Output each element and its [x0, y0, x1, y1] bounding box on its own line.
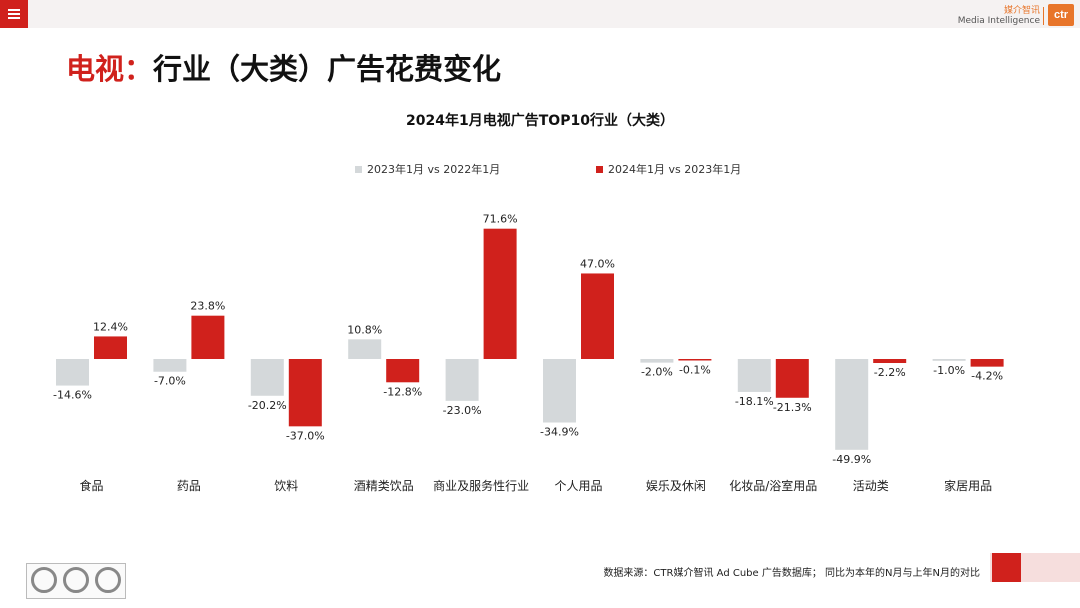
- data-label-2024-5: 47.0%: [580, 257, 615, 270]
- data-label-2023-8: -49.9%: [832, 453, 871, 466]
- bar-2023-9: [932, 359, 966, 361]
- bar-2023-4: [445, 359, 479, 401]
- data-label-2023-9: -1.0%: [933, 364, 965, 377]
- data-source-note: 数据来源：CTR媒介智讯 Ad Cube 广告数据库； 同比为本年的N月与上年N…: [603, 568, 980, 579]
- legend-item-2023: 2023年1月 vs 2022年1月: [355, 161, 500, 177]
- legend-label-2024: 2024年1月 vs 2023年1月: [608, 163, 742, 176]
- data-label-2023-0: -14.6%: [53, 389, 92, 402]
- bar-2024-0: [94, 336, 127, 359]
- data-label-2023-1: -7.0%: [154, 375, 186, 388]
- bar-2023-5: [543, 359, 576, 423]
- data-label-2024-7: -21.3%: [773, 401, 812, 414]
- bar-2024-2: [288, 359, 322, 427]
- data-label-2024-1: 23.8%: [190, 300, 225, 313]
- data-label-2023-4: -23.0%: [443, 404, 482, 417]
- brand-name-en: Media Intelligence: [957, 16, 1040, 26]
- category-label-6: 娱乐及休闲: [646, 479, 706, 493]
- bar-2024-1: [191, 315, 225, 359]
- bar-2023-2: [250, 359, 284, 396]
- brand-name-cn: 媒介智讯: [1003, 6, 1040, 16]
- bar-2024-9: [970, 359, 1004, 367]
- category-label-3: 酒精类饮品: [354, 479, 414, 493]
- bar-2023-3: [348, 339, 382, 359]
- sgs-cert-icon: [95, 567, 121, 593]
- footer-accent-block: [992, 553, 1021, 582]
- category-label-9: 家居用品: [944, 478, 992, 493]
- bar-2024-7: [775, 359, 809, 398]
- bar-2024-3: [386, 359, 420, 383]
- data-label-2023-6: -2.0%: [641, 366, 673, 379]
- legend-swatch-2024: [596, 166, 603, 173]
- data-label-2024-2: -37.0%: [286, 429, 325, 442]
- data-label-2024-9: -4.2%: [971, 370, 1003, 383]
- data-label-2023-2: -20.2%: [248, 399, 287, 412]
- chart-title: 2024年1月电视广告TOP10行业（大类）: [406, 113, 674, 129]
- data-label-2023-7: -18.1%: [735, 395, 774, 408]
- bar-2023-6: [640, 359, 674, 363]
- page-title-lead: 电视：: [66, 52, 154, 86]
- category-label-5: 个人用品: [554, 479, 602, 493]
- data-label-2024-3: -12.8%: [383, 385, 422, 398]
- data-label-2024-0: 12.4%: [93, 320, 128, 333]
- bar-2023-0: [56, 359, 89, 386]
- brand-text: 媒介智讯 Media Intelligence: [958, 6, 1040, 26]
- certification-badges: [26, 563, 126, 599]
- data-label-2024-6: -0.1%: [679, 364, 711, 377]
- category-label-7: 化妆品/浴室用品: [729, 478, 817, 493]
- category-label-4: 商业及服务性行业: [433, 478, 529, 493]
- bar-2024-8: [873, 359, 907, 364]
- sgs-cert-icon: [63, 567, 89, 593]
- bar-2023-8: [835, 359, 869, 450]
- bar-2024-6: [678, 359, 712, 361]
- page-title-rest: 行业（大类）广告花费变化: [153, 52, 502, 86]
- legend-label-2023: 2023年1月 vs 2022年1月: [367, 163, 501, 176]
- bar-2024-5: [581, 273, 614, 359]
- data-label-2024-4: 71.6%: [483, 213, 518, 226]
- hamburger-icon[interactable]: [0, 0, 28, 28]
- ctr-logo: ctr: [1048, 4, 1074, 26]
- legend-swatch-2023: [355, 166, 362, 173]
- data-label-2023-3: 10.8%: [347, 323, 382, 336]
- top-bar: 媒介智讯 Media Intelligence ctr: [0, 0, 1080, 28]
- category-label-8: 活动类: [853, 479, 889, 493]
- bar-2023-7: [737, 359, 771, 392]
- legend-item-2024: 2024年1月 vs 2023年1月: [596, 161, 741, 177]
- sgs-cert-icon: [31, 567, 57, 593]
- brand-divider: [1043, 7, 1044, 25]
- category-label-1: 药品: [177, 479, 201, 493]
- page-title: 电视：行业（大类）广告花费变化: [66, 46, 501, 88]
- data-label-2024-8: -2.2%: [874, 366, 906, 379]
- category-label-0: 食品: [79, 478, 103, 493]
- bar-2024-4: [483, 228, 517, 359]
- data-label-2023-5: -34.9%: [540, 426, 579, 439]
- category-label-2: 饮料: [274, 479, 298, 493]
- bar-2023-1: [153, 359, 187, 372]
